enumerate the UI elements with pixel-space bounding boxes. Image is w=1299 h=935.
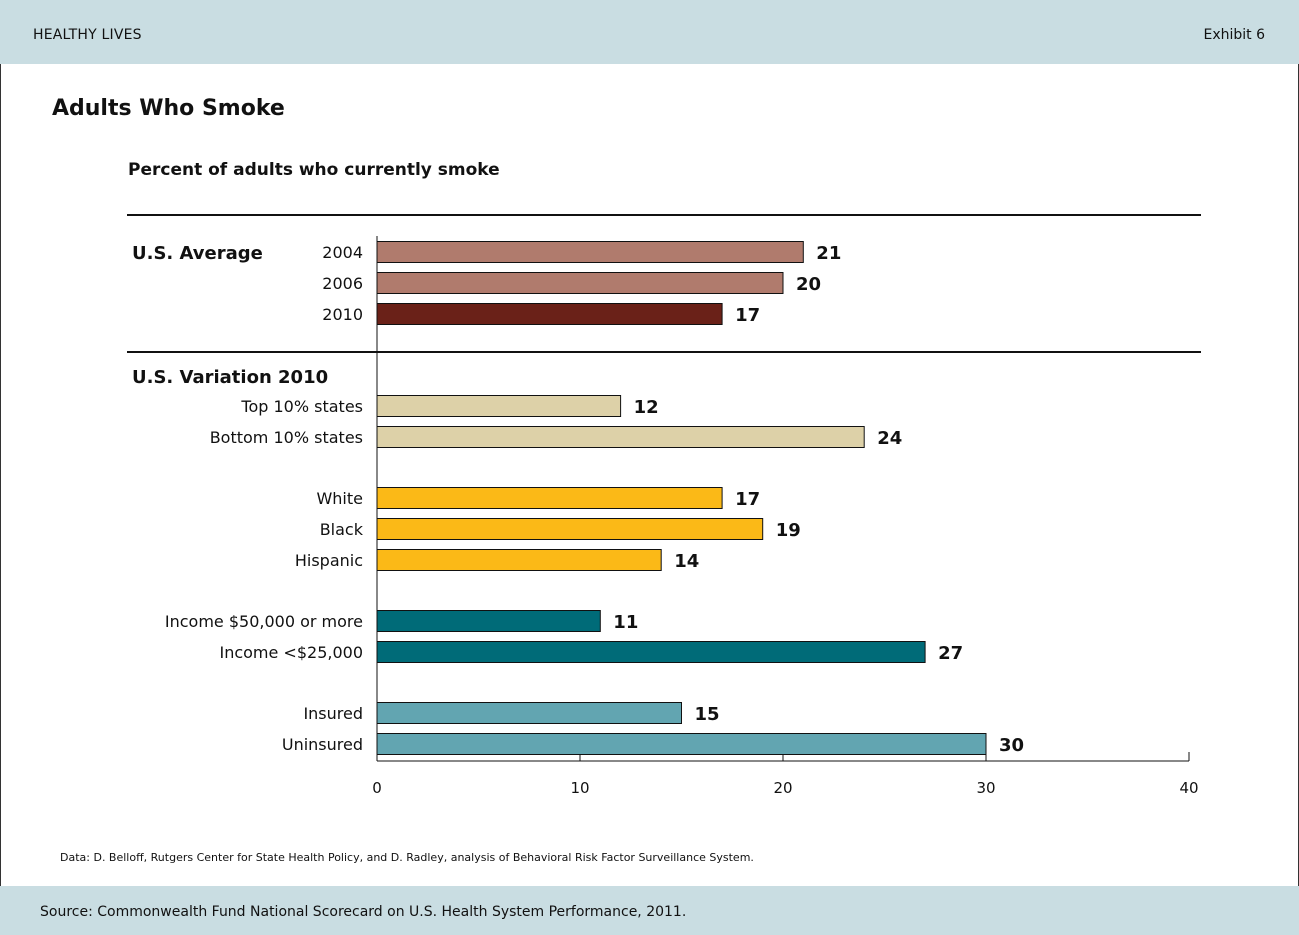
exhibit-number: Exhibit 6 xyxy=(1203,27,1265,43)
header-band: HEALTHY LIVES Exhibit 6 xyxy=(0,0,1299,64)
category-label: Uninsured xyxy=(282,735,363,754)
bar xyxy=(376,518,764,540)
category-label: Income $50,000 or more xyxy=(165,612,363,631)
bar xyxy=(376,702,682,724)
category-label: Income <$25,000 xyxy=(219,643,363,662)
data-label: 12 xyxy=(634,397,659,418)
x-tick-label: 40 xyxy=(1179,779,1198,797)
data-label: 19 xyxy=(776,520,801,541)
x-tick-label: 0 xyxy=(372,779,382,797)
data-label: 21 xyxy=(816,243,841,264)
chart-subtitle: Percent of adults who currently smoke xyxy=(128,160,500,180)
data-label: 30 xyxy=(999,735,1024,756)
category-label: Insured xyxy=(303,704,363,723)
data-label: 17 xyxy=(735,305,760,326)
category-label: Black xyxy=(320,520,364,539)
data-label: 11 xyxy=(613,612,638,633)
group-label: U.S. Average xyxy=(132,243,263,264)
category-label: 2010 xyxy=(322,305,363,324)
bar xyxy=(376,241,804,263)
category-label: 2004 xyxy=(322,243,363,262)
data-label: 17 xyxy=(735,489,760,510)
bar xyxy=(376,641,926,663)
data-note: Data: D. Belloff, Rutgers Center for Sta… xyxy=(60,851,754,864)
bar xyxy=(376,303,723,325)
category-label: 2006 xyxy=(322,274,363,293)
x-tick-label: 20 xyxy=(773,779,792,797)
data-label: 15 xyxy=(695,704,720,725)
data-label: 24 xyxy=(877,428,902,449)
data-label: 27 xyxy=(938,643,963,664)
category-label: White xyxy=(316,489,363,508)
data-label: 20 xyxy=(796,274,821,295)
data-label: 14 xyxy=(674,551,699,572)
bar xyxy=(376,272,784,294)
category-label: Hispanic xyxy=(295,551,363,570)
page-title: Adults Who Smoke xyxy=(52,96,285,121)
bar xyxy=(376,487,723,509)
x-tick-label: 10 xyxy=(570,779,589,797)
group-label: U.S. Variation 2010 xyxy=(132,367,328,388)
bar xyxy=(376,426,865,448)
x-tick-label: 30 xyxy=(976,779,995,797)
source-note: Source: Commonwealth Fund National Score… xyxy=(40,904,687,920)
footer-band: Source: Commonwealth Fund National Score… xyxy=(0,886,1299,935)
category-label: Top 10% states xyxy=(240,397,363,416)
bar xyxy=(376,549,662,571)
category-label: Bottom 10% states xyxy=(210,428,363,447)
section-label: HEALTHY LIVES xyxy=(33,27,142,43)
bar xyxy=(376,610,601,632)
bar xyxy=(376,733,987,755)
bar xyxy=(376,395,622,417)
